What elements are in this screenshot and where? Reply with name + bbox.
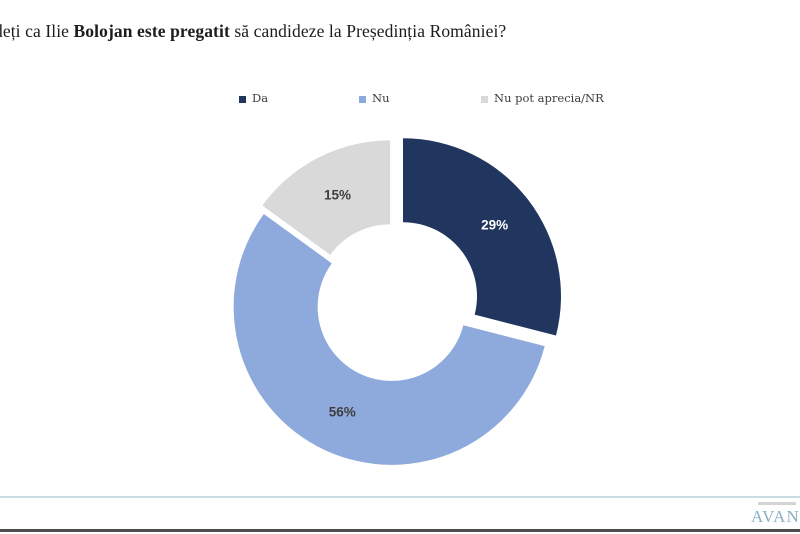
chart-title-suffix: să candideze la Președinția României? (229, 21, 507, 41)
slice-label-da: 29% (481, 218, 508, 233)
legend-item-nu: Nu (359, 91, 390, 106)
chart-title-bold: Bolojan este pregatit (73, 21, 230, 41)
chart-title-prefix: deți ca Ilie (0, 21, 74, 41)
slice-label-nu: 56% (329, 404, 356, 419)
chart-title: deți ca Ilie Bolojan este pregatit să ca… (0, 21, 506, 42)
legend-swatch-nu-icon (359, 96, 366, 104)
legend-label-da: Da (252, 91, 269, 105)
legend-item-da: Da (239, 91, 269, 106)
legend-label-nr: Nu pot aprecia/NR (494, 91, 604, 105)
legend-item-nr: Nu pot aprecia/NR (481, 91, 604, 106)
avangarde-logo: AVAN (751, 507, 800, 526)
legend-label-nu: Nu (372, 91, 390, 105)
donut-slice-da (402, 138, 561, 336)
logo-tagline-microtext (758, 502, 796, 505)
slice-label-nr: 15% (324, 188, 351, 203)
bottom-border-bar (0, 529, 800, 532)
legend-swatch-da-icon (239, 96, 246, 104)
donut-slice-nr (262, 140, 391, 255)
footer-divider (0, 496, 800, 498)
legend-swatch-nr-icon (481, 96, 488, 104)
donut-slice-nu (233, 213, 545, 465)
